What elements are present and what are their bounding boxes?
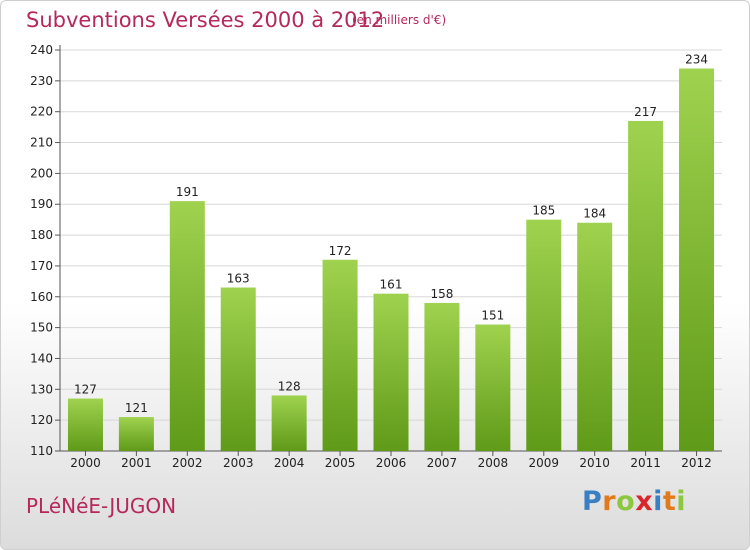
- x-tick-label: 2010: [579, 456, 610, 470]
- y-tick-label: 120: [30, 413, 53, 427]
- bar: [628, 120, 664, 451]
- y-tick-label: 220: [30, 105, 53, 119]
- x-tick-label: 2012: [681, 456, 712, 470]
- y-tick-label: 190: [30, 197, 53, 211]
- y-tick-label: 180: [30, 228, 53, 242]
- x-tick-label: 2009: [528, 456, 559, 470]
- y-tick-label: 160: [30, 290, 53, 304]
- bar: [67, 398, 103, 451]
- x-tick-label: 2007: [427, 456, 458, 470]
- bar: [322, 259, 358, 451]
- bar: [526, 219, 562, 451]
- x-tick-label: 2006: [376, 456, 407, 470]
- x-tick-label: 2011: [630, 456, 661, 470]
- x-tick-label: 2004: [274, 456, 305, 470]
- data-label: 184: [583, 207, 606, 221]
- data-label: 161: [380, 278, 403, 292]
- x-tick-label: 2005: [325, 456, 356, 470]
- bar: [577, 222, 613, 451]
- bar: [271, 395, 307, 451]
- y-tick-label: 230: [30, 74, 53, 88]
- bar: [220, 287, 256, 451]
- x-tick-label: 2002: [172, 456, 203, 470]
- x-tick-label: 2008: [478, 456, 509, 470]
- data-label: 172: [329, 244, 352, 258]
- x-tick-label: 2003: [223, 456, 254, 470]
- logo-letter: o: [616, 486, 636, 517]
- logo-letter: r: [602, 486, 617, 517]
- data-label: 127: [74, 383, 97, 397]
- bar: [679, 68, 715, 451]
- y-tick-label: 110: [30, 444, 53, 458]
- bar: [118, 417, 154, 451]
- logo-letter: i: [676, 486, 687, 517]
- data-label: 234: [685, 53, 708, 67]
- y-tick-label: 150: [30, 321, 53, 335]
- bar: [424, 302, 460, 451]
- x-tick-label: 2001: [121, 456, 152, 470]
- y-tick-label: 130: [30, 382, 53, 396]
- data-label: 128: [278, 379, 301, 393]
- bar: [373, 293, 409, 451]
- data-label: 217: [634, 105, 657, 119]
- bars: [67, 68, 715, 451]
- y-tick-label: 170: [30, 259, 53, 273]
- y-tick-label: 210: [30, 136, 53, 150]
- x-tick-label: 2000: [70, 456, 101, 470]
- bar: [475, 324, 511, 451]
- data-label: 121: [125, 401, 148, 415]
- y-tick-label: 240: [30, 43, 53, 57]
- commune-name: PLéNéE-JUGON: [26, 494, 177, 518]
- logo-letter: i: [653, 486, 663, 517]
- y-tick-label: 140: [30, 351, 53, 365]
- data-label: 185: [532, 204, 555, 218]
- bar: [169, 201, 205, 451]
- chart-subtitle: (en milliers d'€): [352, 13, 447, 27]
- data-label: 151: [481, 309, 504, 323]
- chart-title: Subventions Versées 2000 à 2012: [26, 8, 385, 32]
- logo-letter: P: [582, 486, 603, 517]
- proxiti-logo: Proxiti: [582, 486, 686, 517]
- data-label: 163: [227, 272, 250, 286]
- data-label: 191: [176, 185, 199, 199]
- y-tick-label: 200: [30, 166, 53, 180]
- logo-letter: x: [635, 486, 654, 517]
- logo-letter: t: [662, 486, 677, 517]
- data-label: 158: [430, 287, 453, 301]
- labels: 110 120 130 140 150 160 170 180 190 200 210 220 230 2…: [30, 43, 712, 470]
